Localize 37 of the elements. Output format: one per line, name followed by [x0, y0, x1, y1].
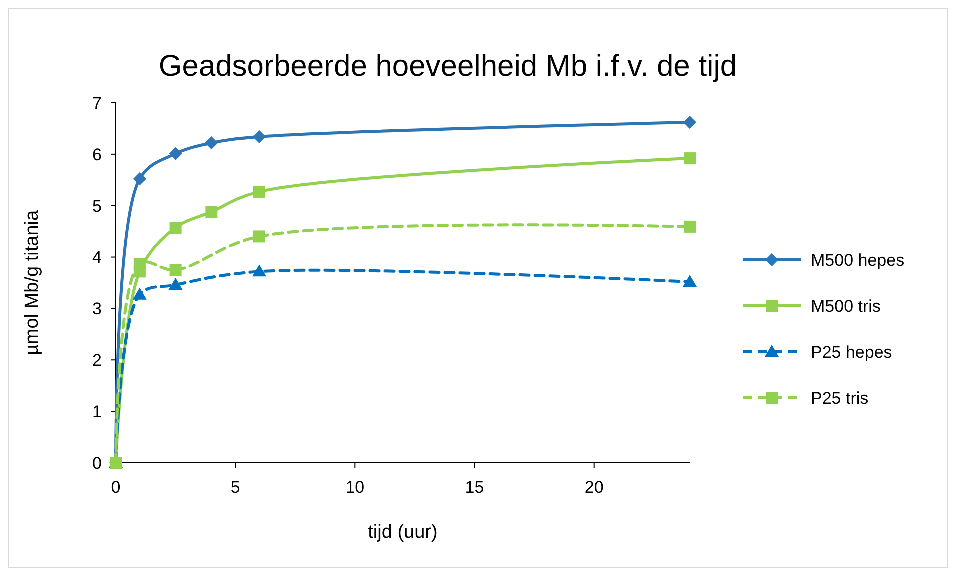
y-tick-label: 0	[92, 454, 102, 473]
x-tick-label: 15	[465, 478, 484, 497]
point	[684, 152, 696, 165]
point	[132, 288, 147, 300]
point	[683, 274, 697, 287]
y-tick-label: 1	[92, 402, 102, 422]
y-tick-label: 6	[92, 145, 102, 164]
x-tick-label: 0	[111, 478, 121, 497]
y-axis-title: µmol Mb/g titania	[22, 210, 43, 356]
x-tick-label: 5	[230, 478, 240, 497]
chart-title: Geadsorbeerde hoeveelheid Mb i.f.v. de tijd	[158, 50, 738, 83]
point	[134, 172, 146, 186]
point	[134, 258, 146, 270]
x-axis-title: tijd (uur)	[368, 522, 438, 543]
legend-label: P25 tris	[811, 388, 869, 408]
point	[206, 206, 218, 218]
y-tick-label: 7	[92, 94, 102, 113]
point	[168, 278, 183, 290]
x-tick-label: 20	[584, 478, 604, 497]
point	[254, 230, 266, 243]
point	[252, 264, 266, 277]
point	[169, 148, 182, 160]
legend-label: M500 hepes	[811, 250, 905, 270]
y-tick-label: 4	[92, 248, 102, 268]
point	[253, 130, 266, 144]
point	[684, 116, 696, 129]
point	[170, 222, 182, 234]
legend-label: M500 tris	[811, 296, 881, 316]
y-tick-label: 3	[92, 300, 102, 319]
point	[205, 136, 218, 150]
point	[254, 186, 266, 198]
x-tick-label: 10	[346, 478, 365, 497]
legend-label: P25 hepes	[811, 342, 892, 362]
y-tick-label: 5	[92, 196, 102, 216]
point	[170, 264, 182, 276]
point	[684, 220, 696, 233]
y-tick-label: 2	[92, 351, 102, 370]
